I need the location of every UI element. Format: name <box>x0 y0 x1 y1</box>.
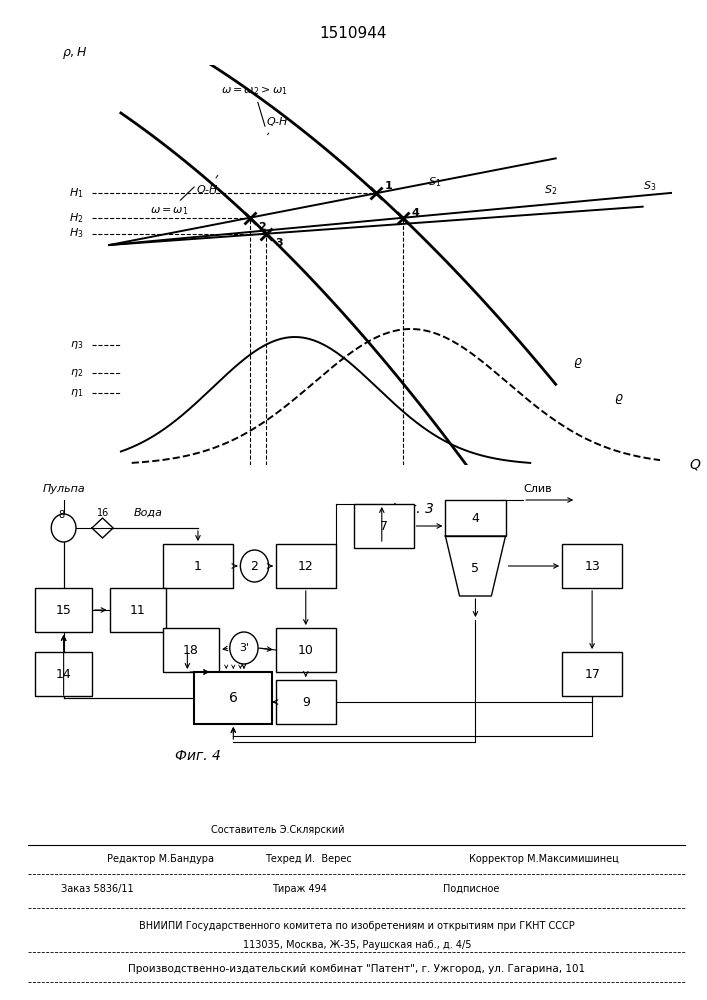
Text: 5: 5 <box>472 562 479 574</box>
Text: Вода: Вода <box>134 508 163 518</box>
Text: $S_1$: $S_1$ <box>428 175 441 189</box>
Text: 10: 10 <box>298 644 314 656</box>
Text: $S_3$: $S_3$ <box>643 179 656 193</box>
Text: Техред И.  Верес: Техред И. Верес <box>265 854 352 864</box>
Text: $H_2$: $H_2$ <box>69 211 83 225</box>
Text: $\eta_1$: $\eta_1$ <box>70 387 83 399</box>
Bar <box>35 652 92 696</box>
Text: $Q$-$H$: $Q$-$H$ <box>266 115 289 135</box>
Text: Составитель Э.Склярский: Составитель Э.Склярский <box>211 825 345 835</box>
Text: 1: 1 <box>385 181 392 191</box>
Text: 14: 14 <box>56 668 71 680</box>
Text: 8: 8 <box>59 510 64 520</box>
Text: $H_1$: $H_1$ <box>69 186 83 200</box>
Text: 9: 9 <box>302 696 310 708</box>
Text: 11: 11 <box>130 603 146 616</box>
Text: ВНИИПИ Государственного комитета по изобретениям и открытиям при ГКНТ СССР: ВНИИПИ Государственного комитета по изоб… <box>139 921 575 931</box>
Text: Тираж 494: Тираж 494 <box>271 884 327 894</box>
Text: 13: 13 <box>584 560 600 572</box>
Text: 2: 2 <box>259 222 267 232</box>
Text: $Q$: $Q$ <box>689 458 701 473</box>
Text: $\varrho$: $\varrho$ <box>614 392 624 406</box>
Text: 2: 2 <box>250 560 259 572</box>
Text: 1510944: 1510944 <box>320 25 387 40</box>
Bar <box>276 544 336 588</box>
Text: $Q$-$H$: $Q$-$H$ <box>197 175 219 196</box>
Bar <box>35 588 92 632</box>
Text: $H_3$: $H_3$ <box>69 227 83 240</box>
Text: 1: 1 <box>194 560 202 572</box>
Bar <box>276 628 336 672</box>
Text: 12: 12 <box>298 560 314 572</box>
Text: 4: 4 <box>472 512 479 524</box>
Text: Фиг. 4: Фиг. 4 <box>175 749 221 763</box>
Text: Производственно-издательский комбинат "Патент", г. Ужгород, ул. Гагарина, 101: Производственно-издательский комбинат "П… <box>129 964 585 974</box>
Circle shape <box>52 514 76 542</box>
Bar <box>163 628 219 672</box>
Bar <box>194 672 272 724</box>
Bar <box>445 500 506 536</box>
Text: $\omega=\omega_1$: $\omega=\omega_1$ <box>150 187 194 217</box>
Circle shape <box>240 550 269 582</box>
Text: $\rho, H$: $\rho, H$ <box>62 45 87 61</box>
Text: $\eta_3$: $\eta_3$ <box>70 339 83 351</box>
Bar <box>110 588 166 632</box>
Text: Корректор М.Максимишинец: Корректор М.Максимишинец <box>469 854 619 864</box>
Text: 4: 4 <box>411 208 419 218</box>
Text: 3: 3 <box>275 238 283 248</box>
Bar <box>276 680 336 724</box>
Text: Пульпа: Пульпа <box>42 484 85 494</box>
Text: $\eta_2$: $\eta_2$ <box>70 367 83 379</box>
Text: 3': 3' <box>239 643 249 653</box>
Text: $S_2$: $S_2$ <box>544 183 557 197</box>
Text: 17: 17 <box>584 668 600 680</box>
Text: $\omega=\omega_2>\omega_1$: $\omega=\omega_2>\omega_1$ <box>221 84 288 126</box>
Text: Заказ 5836/11: Заказ 5836/11 <box>62 884 134 894</box>
Text: 113035, Москва, Ж-35, Раушская наб., д. 4/5: 113035, Москва, Ж-35, Раушская наб., д. … <box>243 940 472 950</box>
Text: 15: 15 <box>56 603 71 616</box>
Text: $\varrho$: $\varrho$ <box>573 356 583 370</box>
Text: 6: 6 <box>229 691 238 705</box>
Text: 16: 16 <box>98 508 110 518</box>
Text: 18: 18 <box>183 644 199 656</box>
Bar <box>354 504 414 548</box>
Text: Слив: Слив <box>523 484 551 494</box>
Text: Редактор М.Бандура: Редактор М.Бандура <box>107 854 214 864</box>
Bar <box>562 544 622 588</box>
Text: Фиг. 3: Фиг. 3 <box>388 502 433 516</box>
Bar <box>562 652 622 696</box>
Circle shape <box>230 632 258 664</box>
Bar <box>163 544 233 588</box>
Text: 7: 7 <box>380 520 387 532</box>
Text: Подписное: Подписное <box>443 884 499 894</box>
